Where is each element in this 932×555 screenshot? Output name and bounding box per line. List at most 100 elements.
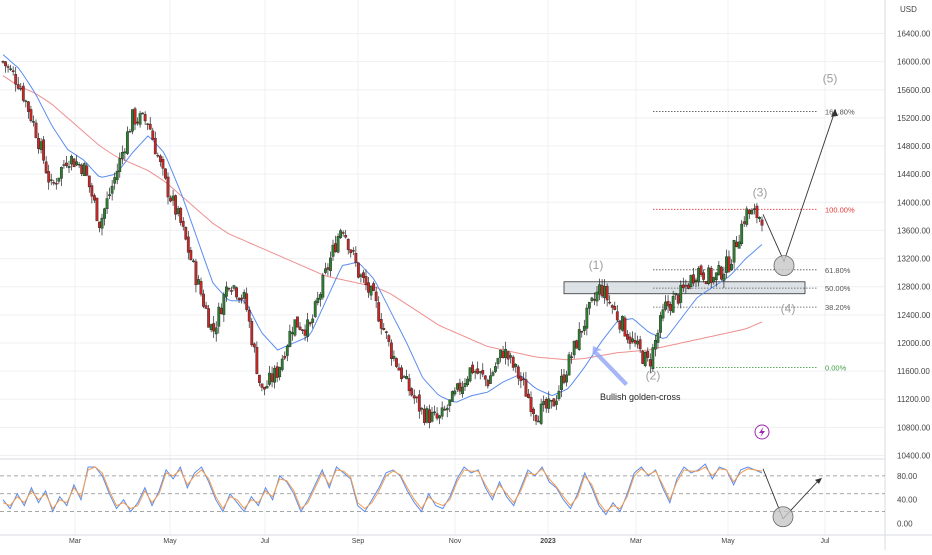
candle-body <box>52 182 56 184</box>
candle-body <box>453 390 457 395</box>
candle-body <box>374 291 378 302</box>
candle-body <box>158 155 162 162</box>
candle-body <box>666 300 670 307</box>
candle-body <box>468 367 472 382</box>
candle-body <box>440 407 444 417</box>
candle-body <box>349 249 353 254</box>
candle-body <box>247 309 251 322</box>
candle-body <box>476 368 480 374</box>
oscillator-arrowhead <box>815 477 822 484</box>
candle-body <box>230 290 233 292</box>
fib-label: 100.00% <box>825 205 855 214</box>
candle-body <box>316 297 320 303</box>
candle-body <box>488 375 492 384</box>
candle-body <box>356 262 360 278</box>
candle-body <box>755 205 759 219</box>
candle-body <box>143 114 147 122</box>
candle-body <box>321 275 325 298</box>
candle-body <box>740 223 744 245</box>
candle-body <box>618 320 622 330</box>
price-tick-label: 16400.00 <box>897 30 931 39</box>
arrowhead <box>831 108 838 117</box>
candle-body <box>463 383 467 387</box>
candle-body <box>501 351 505 358</box>
candle-body <box>242 292 246 299</box>
candle-body <box>377 302 381 322</box>
candle-body <box>32 121 35 123</box>
candle-body <box>306 319 310 337</box>
candle-body <box>189 250 193 261</box>
oscillator-line-k <box>2 463 763 516</box>
candle-body <box>478 371 482 373</box>
candle-body <box>4 61 7 67</box>
candle-body <box>133 108 137 125</box>
candle-body <box>227 287 231 290</box>
lightning-glyph <box>759 427 765 437</box>
candle-body <box>410 388 414 396</box>
oscillator-line-d <box>2 466 763 513</box>
candle-body <box>659 315 662 333</box>
oscillator-circle <box>772 506 794 528</box>
candle-body <box>207 308 211 328</box>
candle-body <box>171 195 175 201</box>
candle-body <box>458 382 462 392</box>
candle-body <box>120 152 124 159</box>
slow-ma-line <box>2 75 763 361</box>
candle-body <box>176 208 180 214</box>
price-tick-label: 10400.00 <box>897 452 931 461</box>
candle-body <box>47 171 51 183</box>
candle-body <box>26 101 30 112</box>
candle-body <box>108 194 112 197</box>
candle-body <box>575 340 579 349</box>
candle-body <box>486 380 490 387</box>
candle-body <box>72 158 76 168</box>
candle-body <box>641 350 645 364</box>
price-axis: USD 16400.00 16000.00 15600.00 15200.00 14800… <box>897 5 931 529</box>
candle-body <box>179 207 183 223</box>
candle-body <box>194 261 198 286</box>
candle-body <box>288 330 292 347</box>
candle-body <box>455 383 459 390</box>
oscillator-panel <box>0 424 885 528</box>
time-tick-label: Mar <box>630 538 643 545</box>
candle-body <box>19 87 23 90</box>
candle-body <box>11 70 15 72</box>
candle-body <box>265 385 269 389</box>
candle-body <box>293 319 297 336</box>
candle-body <box>57 177 61 182</box>
candle-body <box>280 358 284 370</box>
price-tick-label: 10800.00 <box>897 423 931 432</box>
candle-body <box>425 408 429 423</box>
candle-body <box>750 210 754 215</box>
candle-body <box>161 159 165 169</box>
candle-body <box>542 400 546 405</box>
candle-body <box>1 61 5 63</box>
candle-body <box>278 367 282 378</box>
candle-body <box>686 284 690 289</box>
candle-body <box>628 336 632 344</box>
candle-body <box>92 195 96 201</box>
candle-body <box>483 375 487 380</box>
candle-body <box>565 374 568 383</box>
candle-body <box>100 217 104 229</box>
candle-body <box>387 335 391 342</box>
candle-body <box>285 345 289 356</box>
candle-body <box>169 197 172 202</box>
candle-body <box>331 244 335 257</box>
price-tick-label: 12400.00 <box>897 311 931 320</box>
candle-body <box>603 286 607 298</box>
candle-body <box>448 399 452 406</box>
candle-body <box>298 326 302 330</box>
candle-body <box>209 324 213 330</box>
candle-body <box>245 293 249 310</box>
candle-body <box>405 376 409 380</box>
candle-body <box>44 161 48 174</box>
candle-body <box>34 122 38 138</box>
candle-body <box>82 163 86 177</box>
candle-body <box>87 175 91 188</box>
candle-body <box>85 165 89 176</box>
candle-body <box>595 291 599 302</box>
candle-body <box>232 285 236 289</box>
candle-body <box>113 177 117 184</box>
candle-body <box>570 356 574 358</box>
